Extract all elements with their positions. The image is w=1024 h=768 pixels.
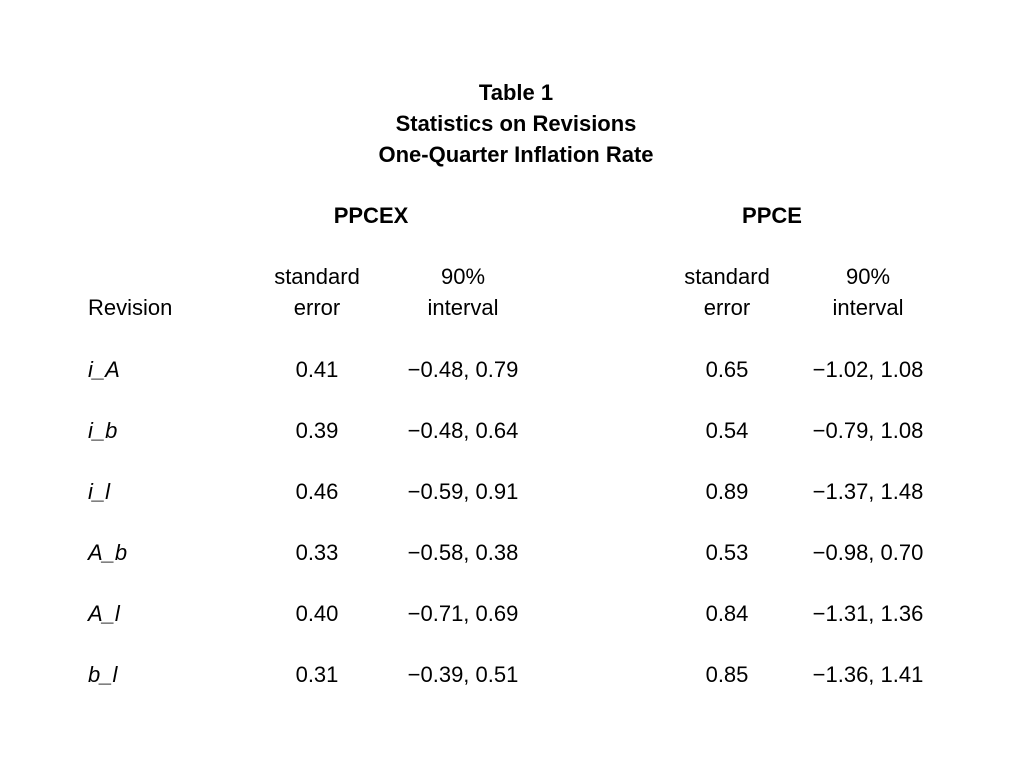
cell-ppce-interval: −1.31, 1.36	[812, 601, 924, 626]
cell-ppce-se: 0.84	[705, 601, 749, 626]
cell-ppcex-se: 0.41	[295, 357, 339, 382]
row-label: i_b	[88, 418, 118, 443]
cell-ppce-interval: −1.02, 1.08	[812, 357, 924, 382]
header-ppce-90pct: 90%	[845, 264, 891, 289]
row-label: i_A	[88, 357, 120, 382]
title-line-2: Statistics on Revisions	[395, 111, 637, 136]
header-ppcex-90pct: 90%	[440, 264, 486, 289]
cell-ppce-interval: −0.79, 1.08	[812, 418, 924, 443]
cell-ppcex-interval: −0.59, 0.91	[407, 479, 519, 504]
header-ppce-interval: interval	[832, 295, 904, 320]
header-ppcex-error: error	[293, 295, 341, 320]
title-line-1: Table 1	[478, 80, 554, 105]
group-heading-ppce: PPCE	[742, 203, 802, 228]
cell-ppce-se: 0.53	[705, 540, 749, 565]
cell-ppce-se: 0.65	[705, 357, 749, 382]
cell-ppce-interval: −0.98, 0.70	[812, 540, 924, 565]
header-ppcex-standard: standard	[274, 264, 360, 289]
cell-ppce-se: 0.54	[705, 418, 749, 443]
header-ppce-standard: standard	[684, 264, 770, 289]
header-ppcex-interval: interval	[427, 295, 499, 320]
cell-ppcex-se: 0.40	[295, 601, 339, 626]
cell-ppce-se: 0.85	[705, 662, 749, 687]
row-label: A_b	[88, 540, 128, 565]
row-label: b_l	[88, 662, 118, 687]
cell-ppce-interval: −1.37, 1.48	[812, 479, 924, 504]
cell-ppcex-se: 0.46	[295, 479, 339, 504]
cell-ppcex-interval: −0.39, 0.51	[407, 662, 519, 687]
cell-ppcex-interval: −0.48, 0.64	[407, 418, 519, 443]
cell-ppcex-interval: −0.71, 0.69	[407, 601, 519, 626]
cell-ppcex-se: 0.31	[295, 662, 339, 687]
cell-ppce-se: 0.89	[705, 479, 749, 504]
header-ppce-error: error	[703, 295, 751, 320]
cell-ppcex-interval: −0.48, 0.79	[407, 357, 519, 382]
title-line-3: One-Quarter Inflation Rate	[378, 142, 654, 167]
row-label: i_l	[88, 479, 111, 504]
header-revision: Revision	[88, 295, 173, 320]
cell-ppce-interval: −1.36, 1.41	[812, 662, 924, 687]
cell-ppcex-interval: −0.58, 0.38	[407, 540, 519, 565]
cell-ppcex-se: 0.33	[295, 540, 339, 565]
cell-ppcex-se: 0.39	[295, 418, 339, 443]
group-heading-ppcex: PPCEX	[333, 203, 409, 228]
row-label: A_l	[88, 601, 120, 626]
